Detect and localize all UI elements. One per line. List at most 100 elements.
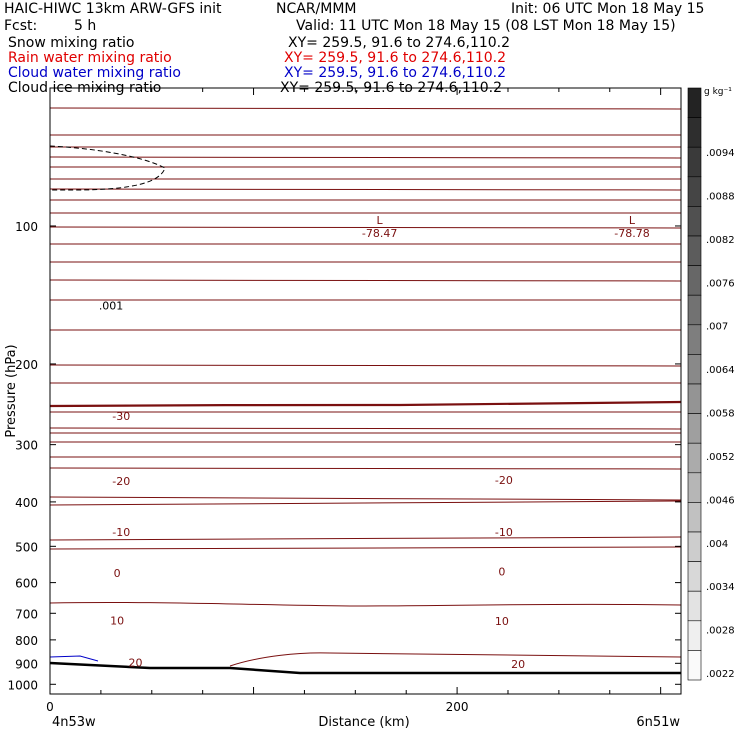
colorbar-cell <box>687 442 702 474</box>
colorbar-tick-label: .0022 <box>706 669 735 680</box>
colorbar-tick-label: .0028 <box>706 626 735 637</box>
colorbar-tick-label: .007 <box>706 322 728 333</box>
colorbar-cell <box>687 472 702 503</box>
colorbar: g kg⁻¹ .0094 .0088 .0082 .0076 .007 .0064 .0058… <box>687 87 735 681</box>
colorbar-tick-label: .0058 <box>706 409 735 420</box>
isotherm-line <box>49 496 682 501</box>
colorbar-cell <box>687 561 702 592</box>
isotherm-line <box>49 546 682 550</box>
x-end-label: 6n51w <box>636 715 680 730</box>
isotherm-line <box>49 188 682 191</box>
temperature-label: 0 <box>498 566 505 579</box>
field-cloudwater-xy: XY= 259.5, 91.6 to 274.6,110.2 <box>284 65 507 81</box>
colorbar-cell <box>687 413 702 444</box>
colorbar-tick-label: .0064 <box>706 365 735 376</box>
y-tick-label: 500 <box>15 540 38 554</box>
y-tick-label: 200 <box>15 358 38 372</box>
axes: 1002003004005006007008009001000Pressure … <box>4 88 681 730</box>
colorbar-cell <box>687 235 702 266</box>
y-tick-label: 700 <box>15 607 38 621</box>
colorbar-cell <box>687 502 702 533</box>
terrain-line <box>49 661 681 675</box>
low-value: -78.47 <box>362 227 397 240</box>
y-axis-label: Pressure (hPa) <box>4 344 19 437</box>
cloud-water-contour <box>49 655 99 662</box>
temperature-label: -30 <box>112 410 130 423</box>
temperature-label: -20 <box>495 474 513 487</box>
colorbar-cell <box>687 620 702 651</box>
low-marker: L <box>377 214 384 227</box>
colorbar-tick-label: .0088 <box>706 191 735 202</box>
colorbar-cell <box>687 590 702 622</box>
temperature-label: -20 <box>112 475 130 488</box>
isotherm-line <box>49 500 682 506</box>
colorbar-cell <box>687 206 702 237</box>
colorbar-cell <box>687 383 702 414</box>
colorbar-tick-label: .0046 <box>706 495 735 506</box>
colorbar-cell <box>687 650 702 681</box>
x-tick-label: 0 <box>46 700 54 714</box>
colorbar-tick-label: .0052 <box>706 452 735 463</box>
x-start-label: 4n53w <box>52 715 96 730</box>
y-tick-label: 100 <box>15 220 38 234</box>
colorbar-tick-label: .0094 <box>706 148 735 159</box>
field-snow-label: Snow mixing ratio <box>8 35 135 51</box>
valid-time: Valid: 11 UTC Mon 18 May 15 (08 LST Mon … <box>296 18 676 34</box>
isotherm-line <box>49 536 682 541</box>
temperature-label: -10 <box>112 526 130 539</box>
y-tick-label: 900 <box>15 657 38 671</box>
y-tick-label: 600 <box>15 577 38 591</box>
colorbar-cell <box>687 265 702 296</box>
field-snow-xy: XY= 259.5, 91.6 to 274.6,110.2 <box>288 35 511 51</box>
y-tick-label: 300 <box>15 439 38 453</box>
low-value: -78.78 <box>614 227 649 240</box>
model-title: HAIC-HIWC 13km ARW-GFS init <box>4 1 222 17</box>
colorbar-cell <box>687 117 702 148</box>
low-marker: L <box>629 214 636 227</box>
colorbar-tick-label: .0076 <box>706 278 735 289</box>
temperature-label: 0 <box>114 567 121 580</box>
snow-contour-label: .001 <box>99 299 124 312</box>
plot-border <box>49 87 682 695</box>
colorbar-tick-label: .0034 <box>706 582 735 593</box>
isotherm-line <box>49 601 682 607</box>
org-label: NCAR/MMM <box>276 1 357 17</box>
colorbar-cell <box>687 176 702 207</box>
field-rain-label: Rain water mixing ratio <box>8 50 172 66</box>
y-tick-label: 400 <box>15 496 38 510</box>
plot-frame <box>49 87 682 695</box>
temperature-label: 10 <box>110 614 124 627</box>
field-cloudwater-label: Cloud water mixing ratio <box>8 65 181 81</box>
y-tick-label: 1000 <box>7 678 38 692</box>
init-time: Init: 06 UTC Mon 18 May 15 <box>511 1 705 17</box>
isotherm-line <box>49 279 682 282</box>
isotherm-line <box>49 364 682 367</box>
isotherm-line <box>49 226 682 229</box>
colorbar-cell <box>687 87 702 118</box>
colorbar-tick-label: .004 <box>706 539 728 550</box>
x-tick-label: 200 <box>446 700 469 714</box>
colorbar-cell <box>687 294 702 326</box>
temperature-label: 20 <box>511 658 525 671</box>
x-axis-label: Distance (km) <box>318 715 409 730</box>
colorbar-cell <box>687 531 702 562</box>
temperature-contours <box>49 107 682 675</box>
fcst-label: Fcst: <box>4 18 38 34</box>
isotherm-line <box>49 427 682 430</box>
isotherm-line <box>49 467 682 470</box>
isotherm-line <box>49 400 682 408</box>
fcst-value: 5 h <box>74 18 97 34</box>
field-rain-xy: XY= 259.5, 91.6 to 274.6,110.2 <box>284 50 507 66</box>
isotherm-line <box>49 107 682 110</box>
colorbar-cell <box>687 354 702 385</box>
isotherm-line <box>49 156 682 159</box>
colorbar-cell <box>687 146 702 178</box>
colorbar-cell <box>687 324 702 355</box>
snow-contour <box>49 145 166 191</box>
colorbar-unit: g kg⁻¹ <box>704 87 732 97</box>
colorbar-tick-label: .0082 <box>706 235 735 246</box>
temperature-label: 10 <box>495 615 509 628</box>
